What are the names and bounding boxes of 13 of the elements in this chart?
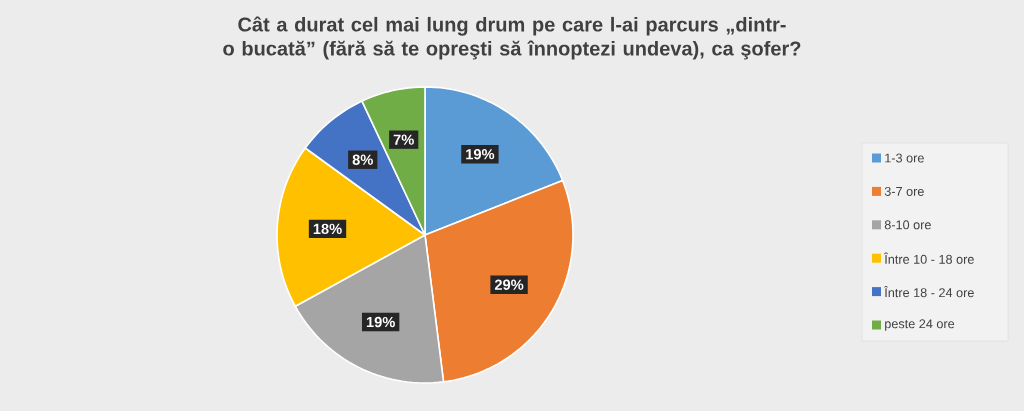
legend-label: 8-10 ore [884, 220, 931, 230]
data-label: 8% [352, 154, 373, 165]
data-label: 18% [313, 223, 342, 235]
data-label: 7% [393, 134, 414, 145]
data-label: 19% [366, 316, 395, 328]
data-label: 19% [466, 149, 495, 160]
legend-label: 3-7 ore [884, 186, 924, 196]
legend-label: Între 10 - 18 ore [883, 252, 974, 264]
data-label: 29% [494, 279, 524, 290]
legend-label: 1-3 ore [885, 153, 924, 163]
legend-label: peste 24 ore [885, 319, 955, 331]
chart-title: Cât a durat cel mai lung drum pe care l-ai parcurs „dintr-o bucată” (fără să te opreşti să înnoptezi undeva), ca şofer? [223, 16, 801, 60]
legend-label: Între 18 - 24 ore [883, 286, 974, 298]
